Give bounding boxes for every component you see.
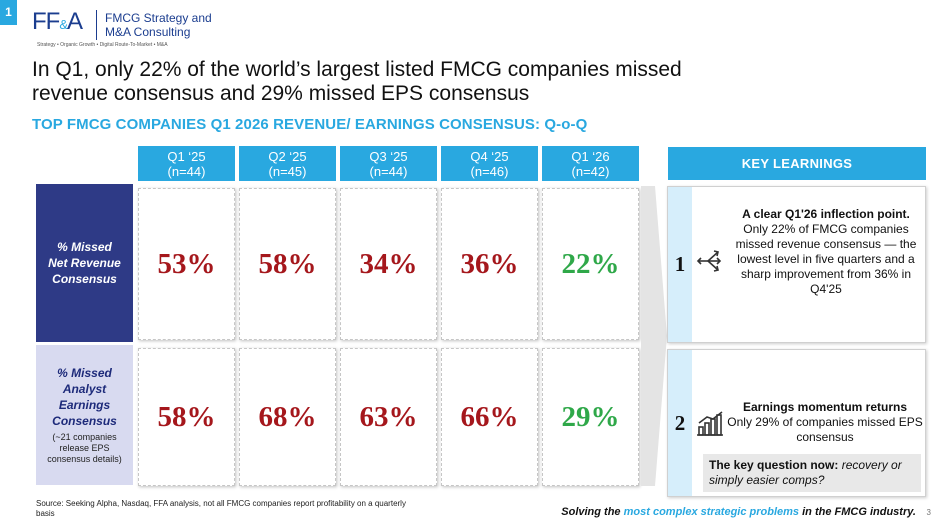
- bar-growth-icon: [697, 411, 723, 436]
- value-cell-earnings-q1-26: 29%: [542, 348, 639, 486]
- key-learning-text: Earnings momentum returns Only 29% of com…: [727, 400, 923, 444]
- key-question-box: The key question now: recovery or simply…: [703, 454, 921, 492]
- logo-mark: FF&A: [32, 8, 83, 35]
- section-subtitle: TOP FMCG COMPANIES Q1 2026 REVENUE/ EARN…: [32, 116, 588, 133]
- value-cell-revenue-q1-26: 22%: [542, 188, 639, 340]
- logo-company-name: FMCG Strategy and M&A Consulting: [105, 11, 212, 39]
- row-label-note: (~21 companies release EPS consensus det…: [47, 432, 122, 464]
- column-header-q3-25: Q3 ‘25 (n=44): [340, 146, 437, 181]
- column-header-q2-25: Q2 ‘25 (n=45): [239, 146, 336, 181]
- value-cell-earnings-q4-25: 66%: [441, 348, 538, 486]
- logo-divider: [96, 10, 97, 40]
- chevron-arrow-icon: [641, 186, 667, 486]
- value-cell-revenue-q1-25: 53%: [138, 188, 235, 340]
- column-header-q4-25: Q4 ‘25 (n=46): [441, 146, 538, 181]
- row-label-missed-revenue: % Missed Net Revenue Consensus: [36, 184, 133, 342]
- column-header-q1-25: Q1 ‘25 (n=44): [138, 146, 235, 181]
- row-label-missed-earnings: % Missed Analyst Earnings Consensus (~21…: [36, 345, 133, 485]
- key-learning-card-1: 1 A clear Q1'26 inflection point. Only 2…: [667, 186, 926, 343]
- slide-number-badge: 1: [0, 0, 17, 25]
- value-cell-revenue-q2-25: 58%: [239, 188, 336, 340]
- value-cell-earnings-q2-25: 68%: [239, 348, 336, 486]
- value-cell-earnings-q1-25: 58%: [138, 348, 235, 486]
- key-learnings-header: KEY LEARNINGS: [668, 147, 926, 180]
- company-logo: FF&A: [32, 8, 102, 42]
- key-learning-number: 2: [668, 350, 692, 496]
- footer-tagline: Solving the most complex strategic probl…: [561, 506, 916, 518]
- page-number: 3: [926, 508, 931, 517]
- page-title: In Q1, only 22% of the world’s largest l…: [32, 58, 682, 105]
- column-header-q1-26: Q1 ‘26 (n=42): [542, 146, 639, 181]
- value-cell-revenue-q4-25: 36%: [441, 188, 538, 340]
- key-learning-text: A clear Q1'26 inflection point. Only 22%…: [735, 207, 917, 296]
- logo-tagline: Strategy • Organic Growth • Digital Rout…: [37, 42, 168, 48]
- source-note: Source: Seeking Alpha, Nasdaq, FFA analy…: [36, 499, 406, 518]
- split-arrows-icon: [696, 250, 722, 272]
- key-learning-number: 1: [668, 187, 692, 342]
- value-cell-earnings-q3-25: 63%: [340, 348, 437, 486]
- value-cell-revenue-q3-25: 34%: [340, 188, 437, 340]
- key-learning-card-2: 2 Earnings momentum returns Only 29% of c…: [667, 349, 926, 497]
